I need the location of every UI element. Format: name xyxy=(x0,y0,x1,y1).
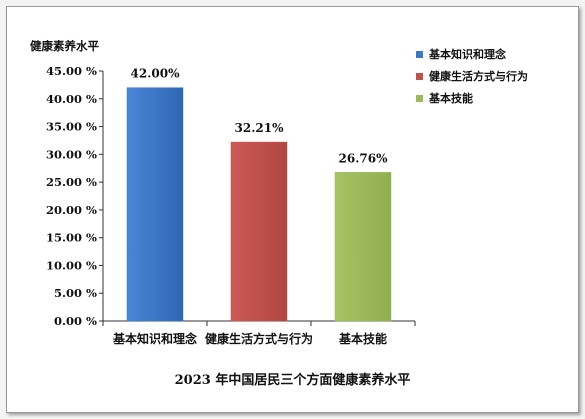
x-tick-label: 基本知识和理念 xyxy=(112,331,197,346)
legend-label: 基本技能 xyxy=(429,92,473,105)
legend-label: 健康生活方式与行为 xyxy=(429,70,528,83)
y-tick-label: 40.00 % xyxy=(46,92,97,106)
x-tick-label: 健康生活方式与行为 xyxy=(205,331,313,346)
y-tick-label: 5.00 % xyxy=(54,286,97,300)
y-axis-label: 健康素养水平 xyxy=(30,39,99,53)
y-tick-label: 20.00 % xyxy=(46,203,97,217)
data-label: 42.00% xyxy=(131,67,181,81)
data-label: 26.76% xyxy=(339,151,389,165)
data-label: 32.21% xyxy=(235,121,285,135)
legend: 基本知识和理念 健康生活方式与行为 基本技能 xyxy=(416,43,528,109)
y-tick-label: 25.00 % xyxy=(46,175,97,189)
y-tick-label: 30.00 % xyxy=(46,147,97,161)
legend-item: 基本技能 xyxy=(416,87,528,109)
y-tick-label: 10.00 % xyxy=(46,258,97,272)
legend-swatch xyxy=(416,94,423,102)
legend-swatch xyxy=(416,72,423,80)
legend-item: 基本知识和理念 xyxy=(416,43,528,65)
y-tick-label: 45.00 % xyxy=(46,64,97,78)
y-tick-label: 35.00 % xyxy=(46,120,97,134)
y-tick-label: 0.00 % xyxy=(54,314,97,328)
axes: 0.00 % 5.00 % 10.00 % 15.00 % 20.00 % 25.00 %… xyxy=(46,64,416,328)
legend-item: 健康生活方式与行为 xyxy=(416,65,528,87)
bar xyxy=(334,172,392,322)
chart-title: 2023 年中国居民三个方面健康素养水平 xyxy=(174,373,411,388)
legend-swatch xyxy=(416,50,423,58)
y-tick-label: 15.00 % xyxy=(46,231,97,245)
x-tick-label: 基本技能 xyxy=(338,331,387,346)
bar xyxy=(230,141,288,322)
bar xyxy=(126,87,184,322)
legend-label: 基本知识和理念 xyxy=(429,48,506,61)
bars xyxy=(126,87,392,322)
labels: 42.00% 基本知识和理念 32.21% 健康生活方式与行为 26.76% 基本技能 xyxy=(112,67,388,346)
